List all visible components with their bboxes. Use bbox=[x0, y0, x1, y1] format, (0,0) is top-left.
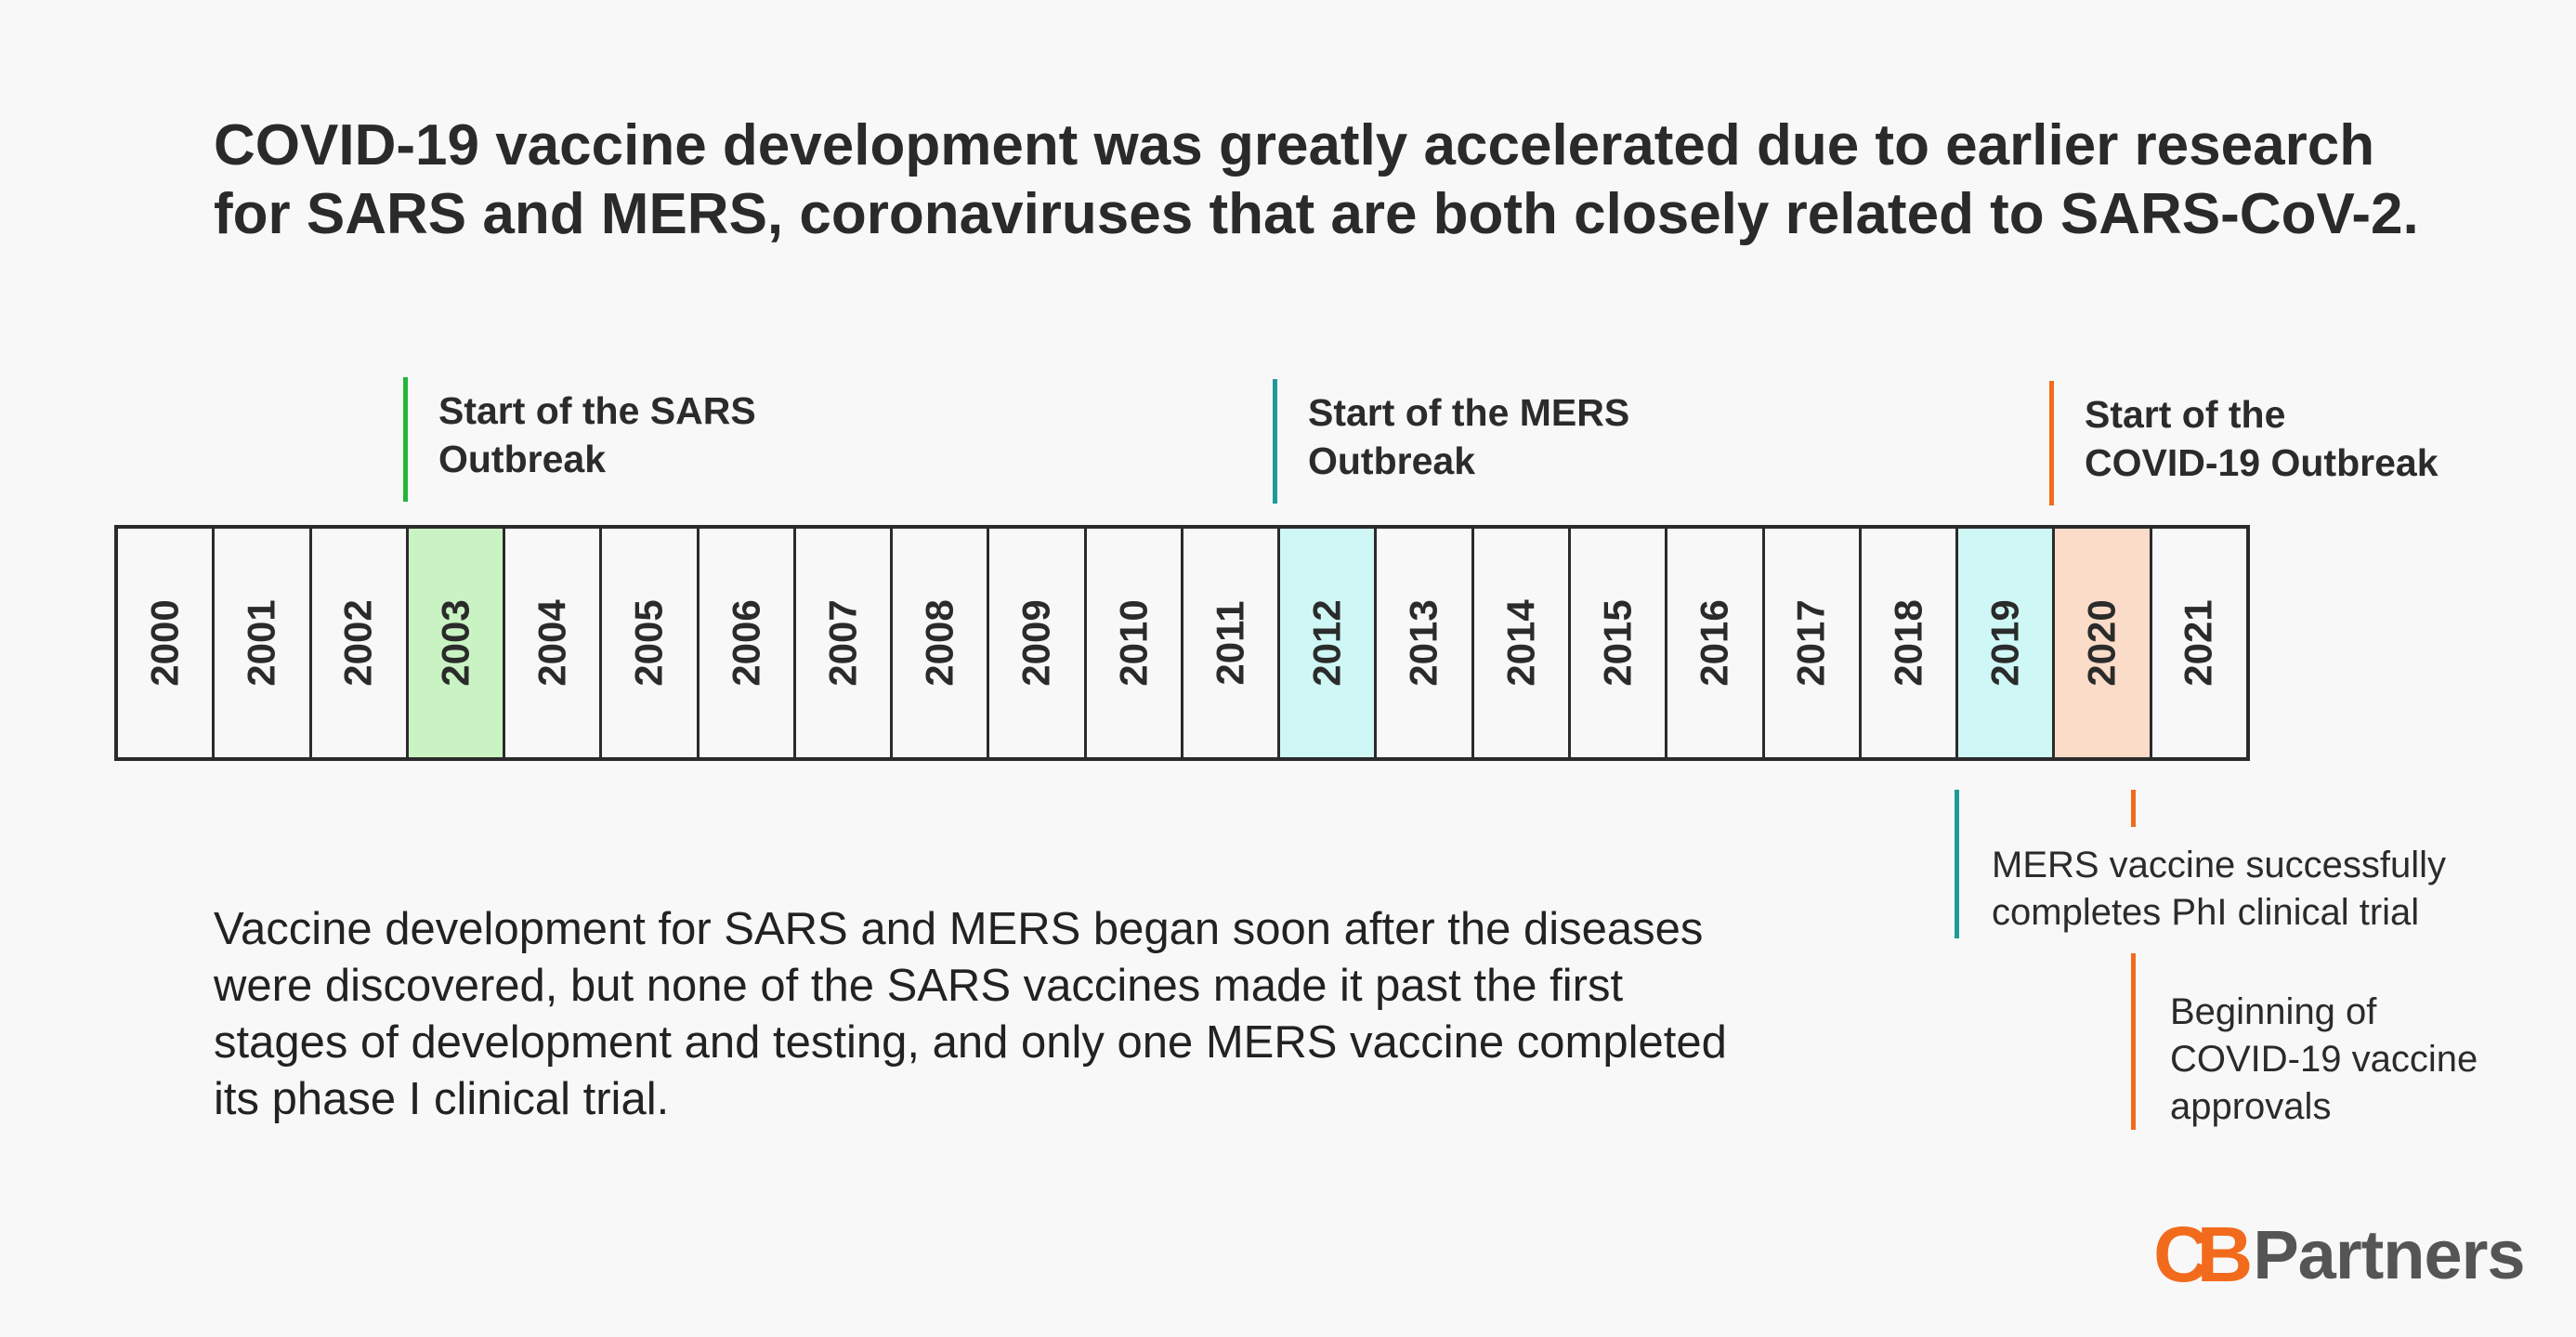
year-cell: 2021 bbox=[2177, 599, 2221, 687]
year-cell: 2006 bbox=[700, 529, 796, 757]
year-cell: 2015 bbox=[1571, 529, 1668, 757]
event-marker bbox=[2131, 953, 2136, 1130]
logo-mark: CB bbox=[2153, 1210, 2253, 1298]
event-marker-short bbox=[2131, 790, 2136, 827]
year-cell: 2018 bbox=[1862, 529, 1959, 757]
year-cell: 2004 bbox=[505, 529, 603, 757]
event-label: Start of the COVID-19 Outbreak bbox=[2085, 393, 2439, 484]
year-cell: 2002 bbox=[312, 529, 409, 757]
year-cell-covid: 2020 bbox=[2055, 529, 2152, 757]
year-timeline: 2000 2001 2002 2003 2004 2005 2006 2007 … bbox=[114, 525, 2250, 761]
year-cell: 2007 bbox=[796, 529, 894, 757]
year-cell: 2010 bbox=[1087, 529, 1183, 757]
description: Vaccine development for SARS and MERS be… bbox=[214, 904, 1727, 1124]
page-title: COVID-19 vaccine development was greatly… bbox=[214, 111, 2443, 249]
event-label: Start of the SARS Outbreak bbox=[438, 389, 756, 480]
event-note: Beginning of COVID-19 vaccine approvals bbox=[2170, 991, 2478, 1127]
event-marker bbox=[403, 377, 408, 502]
year-cell-mers-vaccine: 2019 bbox=[1958, 529, 2056, 757]
year-cell: 2014 bbox=[1474, 529, 1571, 757]
event-marker bbox=[1955, 790, 1959, 938]
year-cell: 2013 bbox=[1377, 529, 1474, 757]
year-cell: 2001 bbox=[215, 529, 312, 757]
year-cell: 2000 bbox=[118, 529, 216, 757]
event-marker bbox=[1273, 379, 1277, 504]
title-line-1: COVID-19 vaccine development was greatly… bbox=[214, 113, 2375, 177]
year-cell: 2016 bbox=[1667, 529, 1765, 757]
year-cell: 2011 bbox=[1183, 529, 1281, 757]
title-line-2: for SARS and MERS, coronaviruses that ar… bbox=[214, 182, 2419, 246]
event-note: MERS vaccine successfully completes PhI … bbox=[1992, 845, 2447, 933]
year-cell: 2009 bbox=[989, 529, 1087, 757]
year-cell: 2017 bbox=[1765, 529, 1862, 757]
event-marker bbox=[2049, 381, 2054, 505]
year-cell: 2005 bbox=[602, 529, 700, 757]
cb-partners-logo: CB Partners bbox=[2153, 1211, 2526, 1298]
year-cell: 2008 bbox=[893, 529, 990, 757]
year-cell-sars: 2003 bbox=[408, 529, 506, 757]
logo-text: Partners bbox=[2253, 1215, 2525, 1293]
event-label: Start of the MERS Outbreak bbox=[1308, 391, 1630, 482]
year-cell-mers: 2012 bbox=[1280, 529, 1378, 757]
